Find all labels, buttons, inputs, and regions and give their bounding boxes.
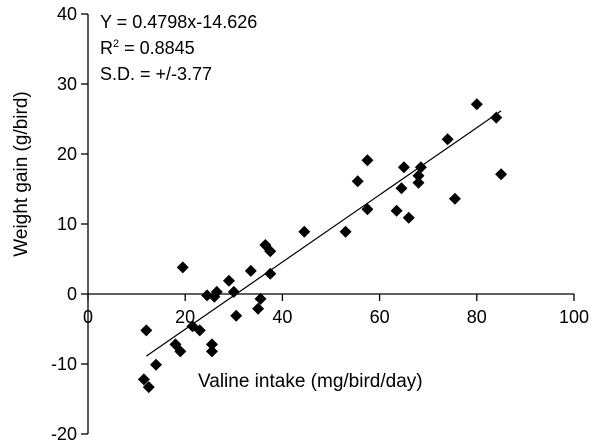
data-point bbox=[412, 176, 425, 189]
y-tick-label: 10 bbox=[57, 214, 77, 234]
x-tick-label: 100 bbox=[559, 307, 589, 327]
data-point bbox=[339, 225, 352, 238]
data-point bbox=[490, 111, 503, 124]
data-point bbox=[222, 274, 235, 287]
annotation-line: R2 = 0.8845 bbox=[100, 38, 195, 58]
data-point bbox=[254, 292, 267, 305]
data-point bbox=[137, 373, 150, 386]
data-point bbox=[414, 161, 427, 174]
data-point bbox=[174, 345, 187, 358]
x-tick-label: 40 bbox=[272, 307, 292, 327]
annotation-line: S.D. = +/-3.77 bbox=[100, 64, 212, 84]
regression-annotations: Y = 0.4798x-14.626 R2 = 0.8845 S.D. = +/-3… bbox=[100, 12, 257, 84]
data-point bbox=[193, 324, 206, 337]
data-point bbox=[205, 338, 218, 351]
data-point bbox=[244, 264, 257, 277]
data-point bbox=[361, 203, 374, 216]
data-point bbox=[395, 182, 408, 195]
y-tick-label: 0 bbox=[67, 284, 77, 304]
data-point bbox=[351, 175, 364, 188]
data-point bbox=[230, 309, 243, 322]
fit-line-group bbox=[145, 110, 502, 357]
data-point bbox=[495, 168, 508, 181]
data-point bbox=[298, 225, 311, 238]
data-point bbox=[402, 211, 415, 224]
data-point bbox=[252, 302, 265, 315]
data-point bbox=[227, 285, 240, 298]
annotation-line: Y = 0.4798x-14.626 bbox=[100, 12, 257, 32]
data-point bbox=[142, 381, 155, 394]
data-point bbox=[448, 192, 461, 205]
ticks: -20 -10 0 10 20 30 40 0 20 40 60 80 100 bbox=[51, 4, 589, 444]
data-point bbox=[470, 98, 483, 111]
x-tick-label: 60 bbox=[370, 307, 390, 327]
x-tick-label: 80 bbox=[467, 307, 487, 327]
data-point bbox=[397, 161, 410, 174]
y-tick-label: 20 bbox=[57, 144, 77, 164]
data-point bbox=[264, 267, 277, 280]
data-point bbox=[390, 204, 403, 217]
data-point bbox=[264, 245, 277, 258]
y-tick-label: 40 bbox=[57, 4, 77, 24]
data-point bbox=[140, 324, 153, 337]
data-point bbox=[176, 261, 189, 274]
data-point bbox=[441, 133, 454, 146]
regression-line bbox=[145, 110, 502, 357]
x-tick-label: 0 bbox=[83, 307, 93, 327]
x-axis-label: Valine intake (mg/bird/day) bbox=[198, 371, 423, 392]
y-axis-label: Weight gain (g/bird) bbox=[11, 91, 32, 256]
y-tick-label: 30 bbox=[57, 74, 77, 94]
data-point bbox=[361, 154, 374, 167]
y-tick-label: -20 bbox=[51, 424, 77, 444]
y-tick-label: -10 bbox=[51, 354, 77, 374]
data-points bbox=[137, 98, 508, 394]
x-tick-label: 20 bbox=[175, 307, 195, 327]
data-point bbox=[210, 285, 223, 298]
data-point bbox=[150, 358, 163, 371]
data-point bbox=[205, 345, 218, 358]
